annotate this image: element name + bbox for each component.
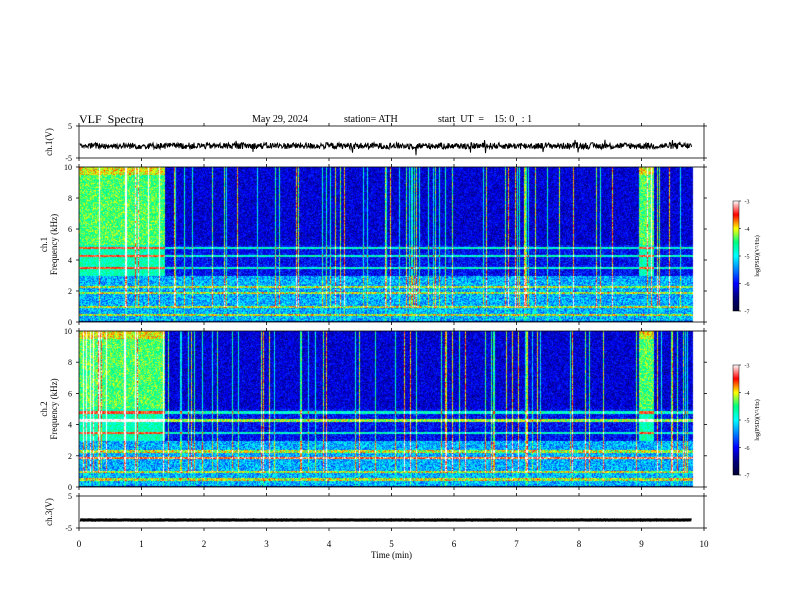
x-tick-label: 0 [77,539,82,549]
station-label: station= ATH [344,114,398,125]
ch2-spectrogram-colorbar-tick-label: -3 [745,364,750,370]
ch2-spectrogram-ylabel: Frequency (kHz) [49,378,59,439]
ch2-spectrogram-colorbar [732,364,740,476]
ch3-waveform-frame [78,495,705,529]
x-tick-label: 6 [452,539,457,549]
ch2-spectrogram-ytick-label: 10 [64,327,72,336]
ch3-waveform-ytick-label: 5 [68,492,72,501]
ch1-spectrogram-ylabel: ch.1 [39,237,49,252]
ch1-spectrogram-ytick-label: 6 [68,225,72,234]
ch1-spectrogram-colorbar-tick-label: -5 [745,255,750,261]
x-tick-label: 7 [514,539,519,549]
ch2-spectrogram-image [79,331,704,487]
ch1-spectrogram-ytick-label: 8 [68,194,72,203]
ch1-spectrogram-colorbar-tick-label: -6 [745,282,750,288]
x-tick-label: 3 [264,539,269,549]
ch1-spectrogram-ytick-label: 0 [68,318,72,327]
ch2-spectrogram-ytick-label: 2 [68,452,72,461]
ch2-spectrogram-colorbar-tick-label: -5 [745,419,750,425]
x-axis-label: Time (min) [371,550,412,560]
ch1-spectrogram-colorbar-tick-label: -3 [745,200,750,206]
ch2-spectrogram-colorbar-label: log(PSD)(V²/Hz) [754,399,761,440]
x-tick-label: 2 [202,539,207,549]
ch1-spectrogram-ytick-label: 4 [68,256,72,265]
date-label: May 29, 2024 [252,114,308,125]
ch1-spectrogram-image [79,167,704,322]
ch2-spectrogram-ytick-label: 0 [68,483,72,492]
ch1-waveform-frame [78,125,705,159]
start-time-label: start UT = 15: 0 : 1 [438,114,533,125]
ch1-spectrogram-ylabel: Frequency (kHz) [49,214,59,275]
ch1-spectrogram-ytick-label: 2 [68,287,72,296]
ch1-waveform-trace [79,139,692,156]
ch1-spectrogram-ytick-label: 10 [64,163,72,172]
ch3-waveform-ylabel: ch.3(V) [44,498,54,526]
ch2-spectrogram-colorbar-tick-label: -7 [745,474,750,480]
ch2-spectrogram-ytick-label: 6 [68,389,72,398]
x-tick-label: 10 [700,539,710,549]
ch2-spectrogram-ytick-label: 8 [68,358,72,367]
x-tick-label: 8 [577,539,582,549]
ch3-waveform-ytick-label: -5 [65,524,72,533]
figure-title: VLF Spectra [79,112,144,126]
ch1-spectrogram-colorbar-label: log(PSD)(V²/Hz) [754,235,761,276]
ch1-spectrogram-colorbar-tick-label: -4 [745,227,750,233]
ch1-waveform-ylabel: ch.1(V) [44,128,54,156]
ch1-spectrogram-colorbar [732,200,740,312]
ch1-spectrogram-colorbar-tick-label: -7 [745,310,750,316]
ch2-spectrogram-colorbar-tick-label: -4 [745,391,750,397]
ch2-spectrogram-colorbar-tick-label: -6 [745,446,750,452]
x-tick-label: 5 [389,539,394,549]
x-tick-label: 1 [139,539,144,549]
ch1-waveform-ytick-label: 5 [68,122,72,131]
x-tick-label: 4 [327,539,332,549]
ch2-spectrogram-ylabel: ch.2 [39,401,49,416]
ch2-spectrogram-ytick-label: 4 [68,421,72,430]
ch1-waveform-ytick-label: -5 [65,154,72,163]
x-tick-label: 9 [639,539,644,549]
